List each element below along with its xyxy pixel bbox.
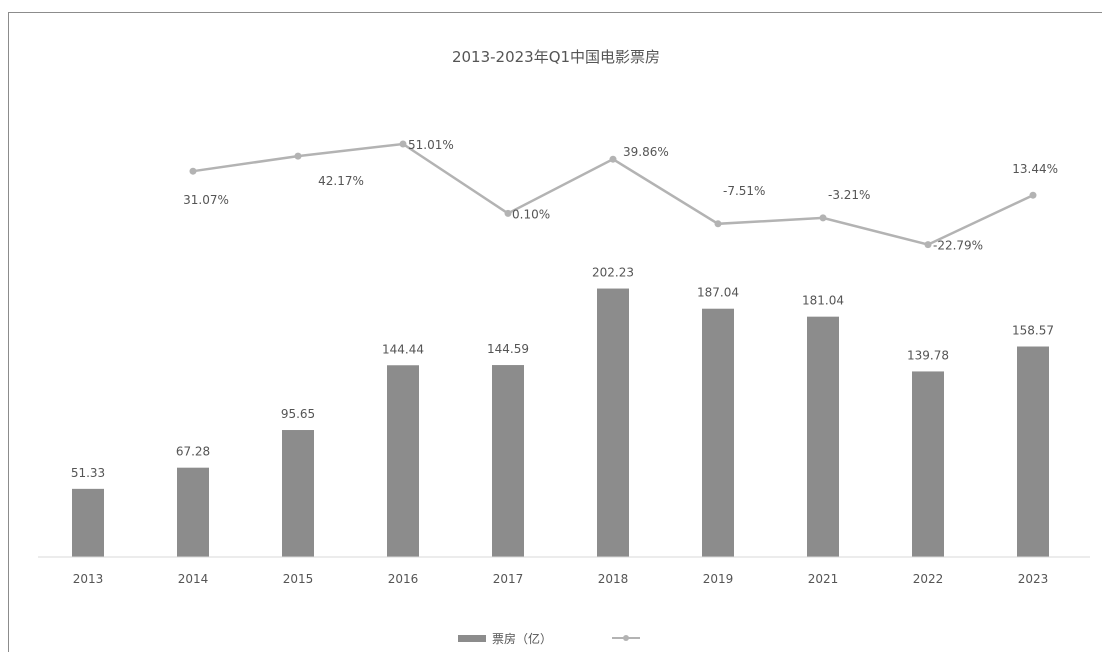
x-axis-tick-labels: 2013 2014 2015 2016 2017 2018 2019 2021 2022 2023 (73, 572, 1049, 586)
bar-label-2021: 181.04 (802, 294, 844, 308)
bar-2017 (492, 365, 524, 557)
bar-2022 (912, 371, 944, 557)
growth-label-2019: -7.51% (723, 184, 765, 198)
bar-2021 (807, 316, 839, 557)
bar-2013 (72, 488, 104, 557)
growth-marker-2021 (819, 214, 827, 222)
bar-label-2014: 67.28 (176, 445, 210, 459)
bar-2018 (597, 288, 629, 557)
bar-2015 (282, 430, 314, 557)
growth-label-2023: 13.44% (1012, 162, 1058, 176)
bar-2016 (387, 365, 419, 557)
growth-label-2016: 51.01% (408, 138, 454, 152)
x-tick-2023: 2023 (1018, 572, 1049, 586)
bar-label-2016: 144.44 (382, 342, 424, 356)
x-tick-2016: 2016 (388, 572, 419, 586)
growth-label-2017: 0.10% (512, 207, 550, 221)
growth-marker-2023 (1029, 191, 1037, 199)
x-tick-2021: 2021 (808, 572, 839, 586)
bar-label-2023: 158.57 (1012, 323, 1054, 337)
x-tick-2014: 2014 (178, 572, 209, 586)
growth-label-2018: 39.86% (623, 145, 669, 159)
growth-marker-2017 (504, 209, 512, 217)
bar-series (72, 288, 1049, 557)
bar-2019 (702, 308, 734, 557)
bar-data-labels: 51.33 67.28 95.65 144.44 144.59 202.23 187.04 1… (71, 266, 1054, 480)
growth-label-2021: -3.21% (828, 188, 870, 202)
x-tick-2017: 2017 (493, 572, 524, 586)
bar-2023 (1017, 346, 1049, 557)
bar-label-2019: 187.04 (697, 286, 739, 300)
bar-label-2017: 144.59 (487, 342, 529, 356)
bar-label-2013: 51.33 (71, 466, 105, 480)
growth-label-2014: 31.07% (183, 193, 229, 207)
growth-marker-2016 (399, 140, 407, 148)
bar-label-2015: 95.65 (281, 407, 315, 421)
legend-bar-swatch (458, 635, 486, 642)
bar-label-2022: 139.78 (907, 348, 949, 362)
growth-label-2022: -22.79% (933, 239, 983, 253)
growth-label-2015: 42.17% (318, 174, 364, 188)
legend: 票房（亿） (458, 631, 640, 646)
growth-marker-2015 (294, 152, 302, 160)
line-data-labels: 31.07% 42.17% 51.01% 0.10% 39.86% -7.51% -3.21… (183, 138, 1058, 253)
chart-frame (8, 12, 1102, 652)
bar-2014 (177, 467, 209, 557)
x-tick-2013: 2013 (73, 572, 104, 586)
x-tick-2022: 2022 (913, 572, 944, 586)
growth-marker-2014 (189, 167, 197, 175)
legend-line-marker (623, 635, 629, 641)
bar-label-2018: 202.23 (592, 266, 634, 280)
legend-bar-label: 票房（亿） (492, 631, 552, 646)
x-tick-2019: 2019 (703, 572, 734, 586)
growth-marker-2018 (609, 155, 617, 163)
x-tick-2015: 2015 (283, 572, 314, 586)
line-series (189, 140, 1037, 249)
growth-marker-2019 (714, 220, 722, 228)
x-tick-2018: 2018 (598, 572, 629, 586)
chart-title: 2013-2023年Q1中国电影票房 (452, 48, 660, 66)
growth-marker-2022 (924, 241, 932, 249)
